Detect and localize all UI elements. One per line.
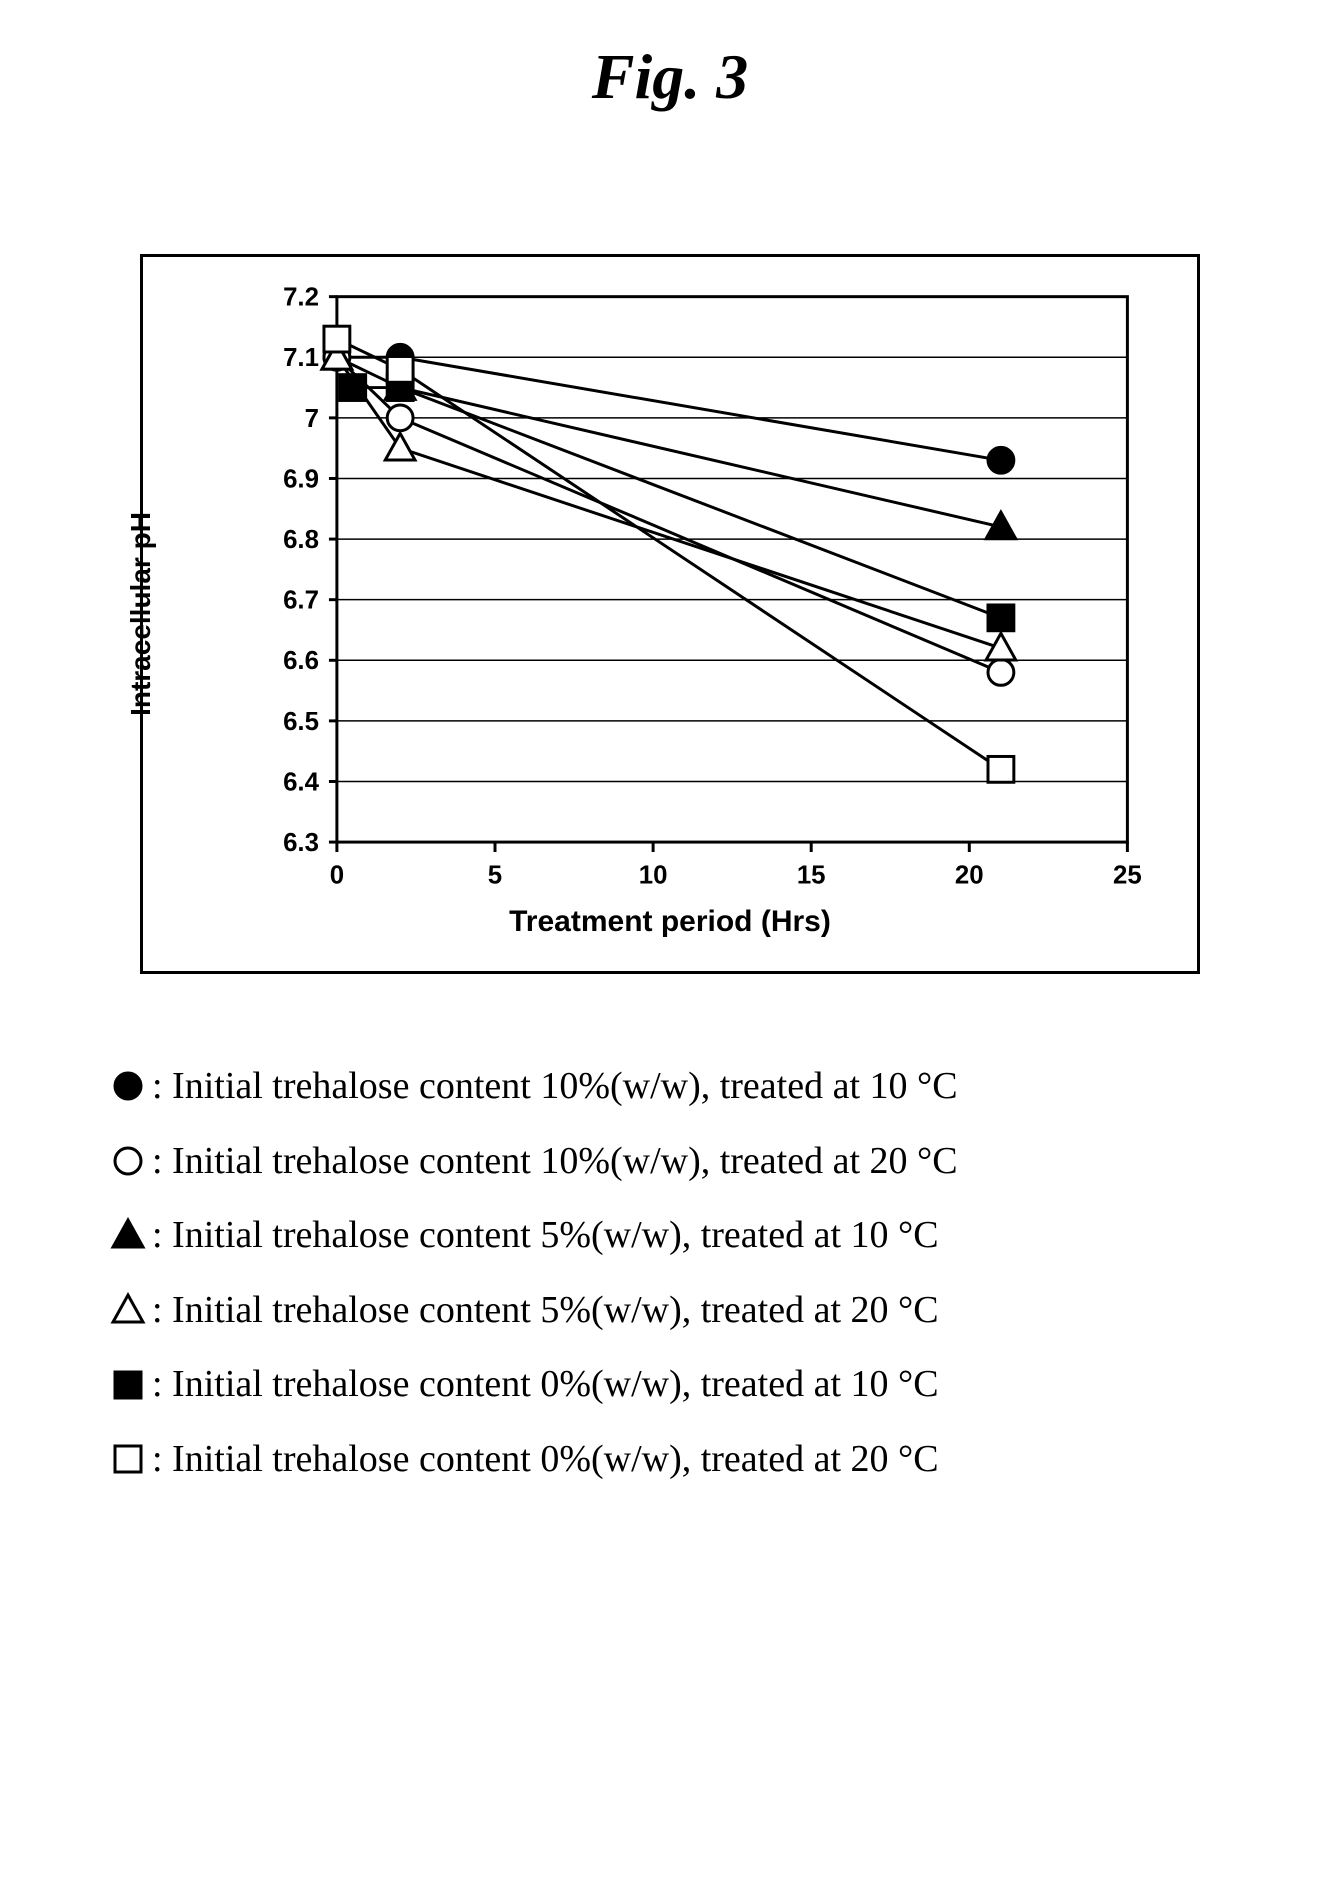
y-axis-label: Intracellular pH — [125, 512, 157, 716]
square-icon — [110, 1367, 146, 1403]
square-icon — [110, 1441, 146, 1477]
svg-text:7.1: 7.1 — [283, 344, 319, 372]
svg-text:6.4: 6.4 — [283, 768, 320, 796]
triangle-icon — [110, 1217, 146, 1253]
svg-text:6.8: 6.8 — [283, 526, 319, 554]
legend-item: : Initial trehalose content 10%(w/w), tr… — [110, 1054, 1300, 1119]
svg-text:7.2: 7.2 — [283, 284, 319, 312]
legend-item: : Initial trehalose content 0%(w/w), tre… — [110, 1427, 1300, 1492]
figure-title: Fig. 3 — [40, 40, 1300, 114]
line-chart: 0 5 10 15 20 25 6.3 6.4 6.5 6.6 6.7 6.8 6.9 7 7.1 7.2 — [143, 257, 1197, 971]
circle-icon — [110, 1143, 146, 1179]
legend-item: : Initial trehalose content 5%(w/w), tre… — [110, 1278, 1300, 1343]
legend-item: : Initial trehalose content 0%(w/w), tre… — [110, 1352, 1300, 1417]
svg-text:7: 7 — [305, 405, 319, 433]
triangle-icon — [110, 1292, 146, 1328]
legend-item-label: : Initial trehalose content 0%(w/w), tre… — [152, 1352, 939, 1417]
svg-text:25: 25 — [1113, 862, 1142, 890]
legend-item-label: : Initial trehalose content 5%(w/w), tre… — [152, 1203, 939, 1268]
legend-item-label: : Initial trehalose content 5%(w/w), tre… — [152, 1278, 939, 1343]
figure-wrap: Fig. 3 0 5 10 15 20 25 6.3 6.4 6.5 6.6 6.7 6.8 6.9 7 7… — [40, 40, 1300, 1492]
svg-text:20: 20 — [955, 862, 984, 890]
svg-text:6.5: 6.5 — [283, 708, 319, 736]
svg-text:15: 15 — [797, 862, 826, 890]
svg-text:0: 0 — [330, 862, 344, 890]
legend-item-label: : Initial trehalose content 10%(w/w), tr… — [152, 1054, 958, 1119]
legend-item-label: : Initial trehalose content 10%(w/w), tr… — [152, 1129, 958, 1194]
circle-icon — [110, 1068, 146, 1104]
x-axis-label: Treatment period (Hrs) — [143, 905, 1197, 939]
svg-text:6.7: 6.7 — [283, 587, 319, 615]
svg-text:6.3: 6.3 — [283, 829, 319, 857]
legend-item-label: : Initial trehalose content 0%(w/w), tre… — [152, 1427, 939, 1492]
svg-text:6.9: 6.9 — [283, 465, 319, 493]
svg-text:10: 10 — [639, 862, 668, 890]
legend: : Initial trehalose content 10%(w/w), tr… — [110, 1054, 1300, 1492]
svg-text:6.6: 6.6 — [283, 647, 319, 675]
chart-outer-frame: 05101520256.36.46.56.66.76.86.977.17.2 I… — [140, 254, 1200, 974]
legend-item: : Initial trehalose content 5%(w/w), tre… — [110, 1203, 1300, 1268]
svg-text:5: 5 — [488, 862, 502, 890]
legend-item: : Initial trehalose content 10%(w/w), tr… — [110, 1129, 1300, 1194]
